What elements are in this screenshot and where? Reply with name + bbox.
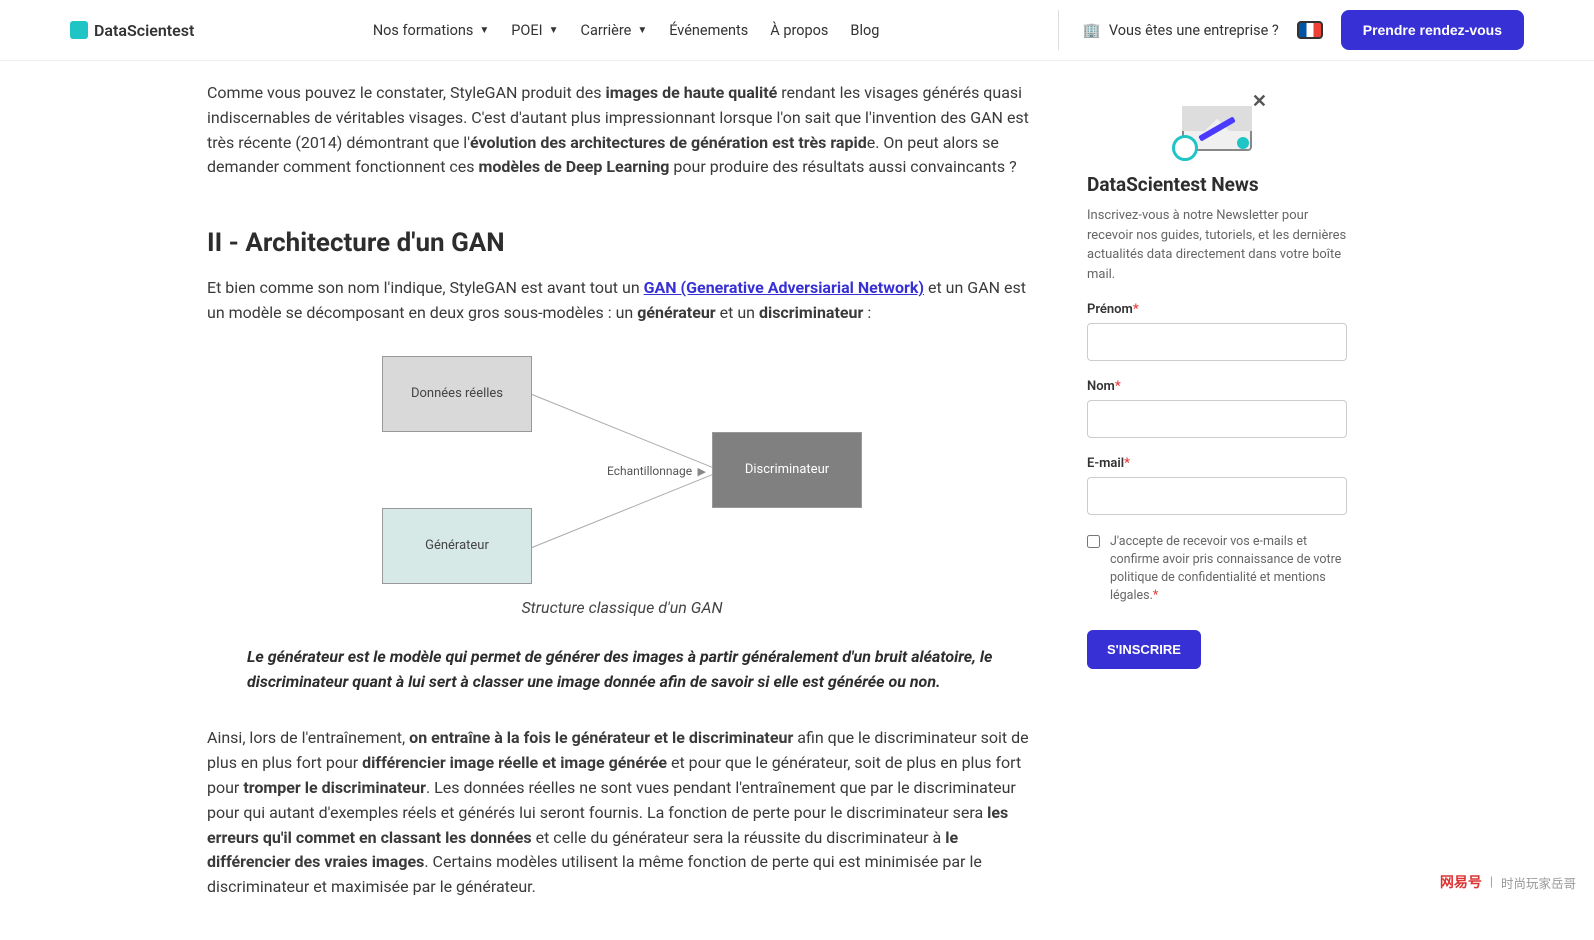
nom-label: Nom* [1087, 379, 1347, 394]
enterprise-link[interactable]: 🏢 Vous êtes une entreprise ? [1083, 22, 1279, 39]
chevron-down-icon: ▼ [479, 25, 489, 36]
article-body: Comme vous pouvez le constater, StyleGAN… [207, 81, 1037, 920]
diagram-box-real-data: Données réelles [382, 356, 532, 432]
watermark: 网易号 | 时尚玩家岳哥 [1440, 872, 1576, 892]
diagram-line [532, 471, 720, 548]
consent-label: J'accepte de recevoir vos e-mails et con… [1110, 533, 1347, 606]
email-input[interactable] [1087, 477, 1347, 515]
nav-evenements[interactable]: Événements [669, 22, 748, 39]
section-heading: II - Architecture d'un GAN [207, 228, 1037, 258]
sidebar-title: DataScientest News [1087, 173, 1347, 196]
diagram-box-generator: Générateur [382, 508, 532, 584]
nav-carriere[interactable]: Carrière▼ [581, 22, 648, 39]
subscribe-button[interactable]: S'INSCRIRE [1087, 630, 1201, 669]
main-nav: Nos formations▼ POEI▼ Carrière▼ Événemen… [373, 22, 880, 39]
diagram-label-sampling: Echantillonnage [607, 464, 692, 478]
language-flag-fr[interactable] [1297, 21, 1323, 39]
chevron-down-icon: ▼ [637, 25, 647, 36]
paragraph-intro: Comme vous pouvez le constater, StyleGAN… [207, 81, 1037, 180]
prenom-input[interactable] [1087, 323, 1347, 361]
header-right: 🏢 Vous êtes une entreprise ? Prendre ren… [1058, 10, 1524, 50]
nav-poei[interactable]: POEI▼ [511, 22, 558, 39]
netease-logo-icon: 网易号 [1440, 872, 1482, 892]
cta-button[interactable]: Prendre rendez-vous [1341, 10, 1524, 50]
logo-icon [70, 21, 88, 39]
consent-checkbox[interactable] [1087, 535, 1100, 548]
nav-formations[interactable]: Nos formations▼ [373, 22, 489, 39]
site-header: DataScientest Nos formations▼ POEI▼ Carr… [0, 0, 1594, 61]
nom-input[interactable] [1087, 400, 1347, 438]
gan-link[interactable]: GAN (Generative Adversiarial Network) [644, 278, 924, 297]
nav-blog[interactable]: Blog [850, 22, 879, 39]
newsletter-sidebar: ✕ DataScientest News Inscrivez-vous à no… [1087, 81, 1347, 920]
sidebar-desc: Inscrivez-vous à notre Newsletter pour r… [1087, 206, 1347, 284]
nav-apropos[interactable]: À propos [770, 22, 828, 39]
building-icon: 🏢 [1083, 22, 1101, 39]
diagram-box-discriminator: Discriminateur [712, 432, 862, 508]
logo-text: DataScientest [94, 21, 194, 40]
prenom-label: Prénom* [1087, 302, 1347, 317]
arrow-icon: ▶ [698, 465, 706, 478]
gan-diagram: ▶ Données réelles Générateur Discriminat… [342, 350, 902, 590]
envelope-icon: ✕ [1167, 91, 1267, 161]
blockquote: Le générateur est le modèle qui permet d… [207, 645, 1037, 695]
logo[interactable]: DataScientest [70, 21, 194, 40]
paragraph-gan-def: Et bien comme son nom l'indique, StyleGA… [207, 276, 1037, 326]
diagram-line [532, 394, 720, 471]
diagram-caption: Structure classique d'un GAN [207, 598, 1037, 617]
paragraph-training: Ainsi, lors de l'entraînement, on entraî… [207, 726, 1037, 900]
email-label: E-mail* [1087, 456, 1347, 471]
chevron-down-icon: ▼ [549, 25, 559, 36]
